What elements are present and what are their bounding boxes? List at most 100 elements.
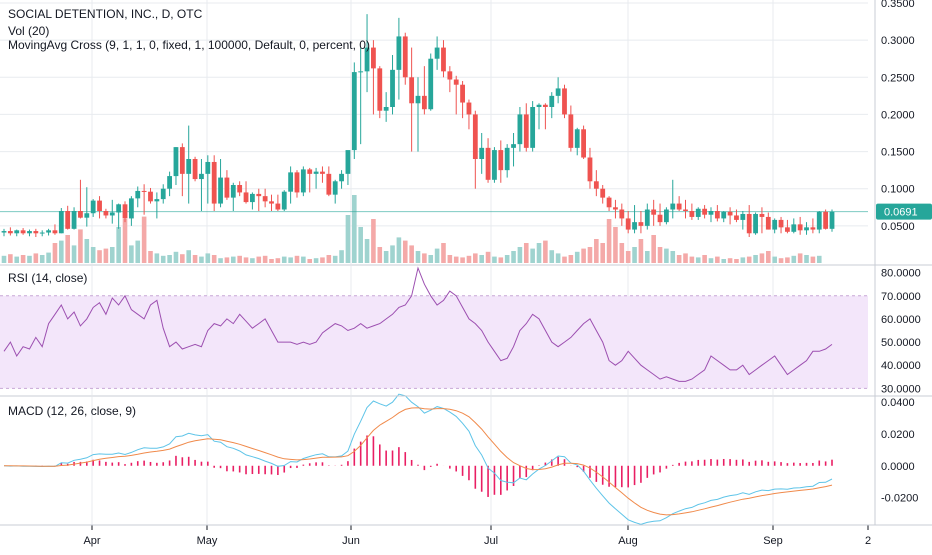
volume-bar [59, 240, 64, 263]
candle-body [71, 211, 77, 229]
candle-body [702, 208, 708, 215]
volume-bar [415, 251, 421, 263]
candle-body [562, 88, 567, 115]
candle-body [135, 190, 141, 199]
candle-body [644, 209, 650, 226]
volume-bar [173, 251, 179, 263]
candle-body [415, 95, 421, 104]
candle-body [256, 193, 262, 197]
volume-bar [320, 257, 325, 263]
volume-bar [778, 258, 784, 263]
volume-bar [753, 255, 758, 263]
candle-body [753, 213, 758, 234]
volume-bar [613, 227, 618, 263]
volume-bar [746, 256, 752, 263]
volume-bar [243, 257, 249, 263]
volume-bar [377, 247, 383, 263]
candle-body [708, 211, 714, 215]
candle-body [823, 211, 829, 229]
volume-bar [199, 256, 204, 263]
volume-bar [625, 251, 631, 263]
candle-body [20, 230, 26, 234]
price-tick-label: 0.1000 [881, 184, 915, 196]
volume-bar [676, 255, 682, 263]
candle-body [52, 230, 58, 234]
macd-tick-label: 0.0400 [881, 397, 915, 409]
volume-bar [479, 255, 484, 263]
volume-bar [148, 251, 153, 263]
candle-body [492, 150, 497, 180]
volume-bar [122, 219, 128, 263]
volume-bar [664, 248, 669, 263]
volume-bar [734, 259, 739, 263]
volume-bar [816, 255, 822, 263]
last-price-label: 0.0691 [884, 207, 918, 219]
rsi-tick-label: 70.0000 [881, 291, 921, 303]
candle-body [294, 172, 300, 193]
volume-bar [670, 251, 676, 263]
candle-body [683, 209, 688, 211]
macd-tick-label: 0.0200 [881, 429, 915, 441]
volume-bar [141, 216, 147, 263]
volume-bar [39, 255, 45, 263]
candle-body [651, 209, 657, 215]
volume-bar [804, 255, 809, 263]
price-tick-label: 0.3000 [881, 35, 915, 47]
candle-body [218, 177, 223, 204]
volume-bar [262, 255, 268, 263]
candle-body [466, 102, 472, 115]
candle-body [772, 219, 778, 230]
candle-body [460, 84, 465, 103]
price-tick-label: 0.2000 [881, 109, 915, 121]
candle-body [721, 211, 727, 219]
rsi-tick-label: 30.0000 [881, 383, 921, 395]
candle-body [453, 79, 459, 85]
candle-body [364, 47, 370, 72]
volume-bar [791, 255, 797, 263]
volume-bar [702, 255, 707, 263]
candle-body [778, 219, 784, 228]
volume-bar [97, 250, 102, 263]
volume-bar [52, 243, 58, 263]
volume-bar [294, 255, 300, 263]
volume-bar [466, 255, 472, 263]
price-tick-label: 0.0500 [881, 221, 915, 233]
candle-body [568, 114, 574, 148]
candle-body [1, 231, 7, 233]
volume-bar [371, 219, 376, 263]
volume-bar [657, 247, 663, 263]
candle-body [320, 171, 325, 174]
candle-layer [0, 14, 868, 237]
candle-body [199, 173, 204, 180]
volume-bar [269, 259, 274, 263]
x-tick-label: Jul [484, 535, 498, 547]
candle-body [332, 181, 338, 195]
volume-bar [581, 248, 586, 263]
candle-body [600, 188, 606, 198]
candle-body [657, 214, 663, 223]
candle-body [288, 172, 294, 192]
candle-body [275, 203, 281, 210]
rsi-line [3, 266, 833, 382]
candle-body [192, 159, 198, 180]
macd-tick-label: 0.0000 [881, 461, 915, 473]
candle-body [122, 204, 128, 219]
candle-body [351, 72, 357, 151]
volume-bar [27, 255, 32, 263]
rsi-tick-label: 50.0000 [881, 337, 921, 349]
volume-bar [256, 256, 262, 263]
x-tick-label: Sep [763, 535, 783, 547]
candle-body [517, 114, 523, 145]
volume-bar [14, 256, 20, 263]
volume-bar [638, 239, 644, 263]
candle-body [179, 147, 185, 174]
candle-body [409, 77, 415, 104]
candle-body [810, 227, 816, 230]
volume-bar [568, 255, 574, 263]
volume-bar [65, 235, 70, 263]
candle-body [485, 147, 491, 180]
candle-body [619, 209, 625, 219]
volume-bar [517, 247, 523, 263]
rsi-band-layer [0, 295, 868, 389]
